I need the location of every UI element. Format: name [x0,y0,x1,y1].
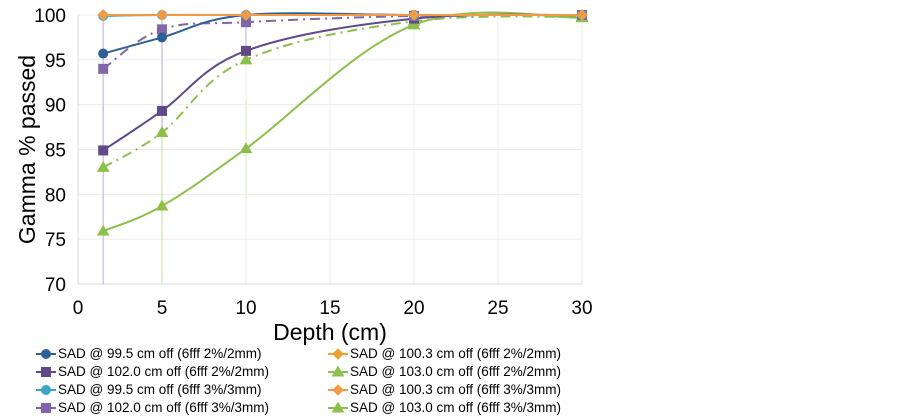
series-5 [97,9,588,21]
legend-label: SAD @ 103.0 cm off (6fff 2%/2mm) [350,364,562,379]
legend-item: SAD @ 102.0 cm off (6fff 2%/2mm) [36,363,328,380]
data-point-triangle [155,199,169,211]
chart: 70 75 80 85 90 95 100 0 5 10 15 20 25 30 Depth (cm) Gam… [14,6,593,345]
series-line [102,13,583,152]
x-tick-label: 0 [73,298,84,319]
series-0 [98,10,587,59]
data-point-diamond [408,9,420,21]
data-point-diamond [97,9,109,21]
y-tick-label: 85 [45,141,66,162]
x-tick-label: 20 [403,298,424,319]
x-axis-label: Depth (cm) [273,319,387,345]
data-point-square [98,145,109,156]
y-tick-label: 90 [45,96,66,117]
data-point-square [157,105,167,116]
legend-item: SAD @ 103.0 cm off (6fff 3%/3mm) [328,399,588,416]
data-point-diamond [332,383,344,396]
y-tick-label: 100 [34,6,66,27]
data-point-square [41,402,51,413]
y-tick-label: 70 [45,275,66,296]
series-line [102,14,583,70]
data-point-circle [98,48,109,59]
data-point-square [241,45,251,56]
data-point-triangle [239,53,253,65]
legend-item: SAD @ 99.5 cm off (6fff 2%/2mm) [36,345,328,362]
data-point-diamond [332,347,344,360]
x-tick-label: 30 [571,298,592,319]
data-point-circle [41,384,51,395]
x-tick-label: 15 [319,298,340,319]
y-tick-label: 95 [45,51,66,72]
data-point-triangle [96,160,110,172]
data-point-circle [41,348,51,359]
legend-item: SAD @ 102.0 cm off (6fff 3%/3mm) [36,399,328,416]
data-point-triangle [155,125,169,137]
legend-label: SAD @ 100.3 cm off (6fff 3%/3mm) [350,382,562,397]
series-line [102,12,582,55]
y-tick-label: 80 [45,185,66,206]
legend-marker-icon [328,365,348,376]
legend-label: SAD @ 100.3 cm off (6fff 2%/2mm) [350,346,562,361]
y-tick-label: 75 [45,230,66,251]
x-tick-label: 25 [487,298,508,319]
data-point-square [98,63,109,74]
y-axis-label: Gamma % passed [14,55,40,244]
data-point-triangle [239,142,253,154]
legend-marker-icon [36,384,56,395]
legend-marker-icon [36,366,56,377]
x-tick-label: 10 [235,298,256,319]
data-point-diamond [240,9,252,21]
legend-item: SAD @ 100.3 cm off (6fff 2%/2mm) [328,345,588,362]
data-point-circle [157,32,167,43]
legend-label: SAD @ 103.0 cm off (6fff 3%/3mm) [350,400,562,415]
data-point-triangle [96,224,110,236]
legend-item: SAD @ 103.0 cm off (6fff 2%/2mm) [328,363,588,380]
legend-marker-icon [328,401,348,412]
legend-label: SAD @ 102.0 cm off (6fff 3%/3mm) [58,400,270,415]
series-2 [98,10,587,156]
data-point-triangle [331,365,345,376]
series-6 [98,10,587,74]
legend-item: SAD @ 100.3 cm off (6fff 3%/3mm) [328,381,588,398]
legend-label: SAD @ 102.0 cm off (6fff 2%/2mm) [58,364,270,379]
legend: SAD @ 99.5 cm off (6fff 2%/2mm) SAD @ 100… [36,345,588,416]
legend-marker-icon [328,347,348,360]
legend-marker-icon [328,383,348,396]
data-point-diamond [576,9,588,21]
series-line [102,11,583,233]
legend-item: SAD @ 99.5 cm off (6fff 3%/3mm) [36,381,328,398]
legend-label: SAD @ 99.5 cm off (6fff 2%/2mm) [58,346,262,361]
x-tick-label: 5 [157,298,168,319]
series-line [102,15,583,169]
data-point-square [41,366,51,377]
legend-label: SAD @ 99.5 cm off (6fff 3%/3mm) [58,382,262,397]
legend-marker-icon [36,402,56,413]
legend-marker-icon [36,348,56,359]
data-point-triangle [331,401,345,412]
data-point-diamond [156,9,168,21]
